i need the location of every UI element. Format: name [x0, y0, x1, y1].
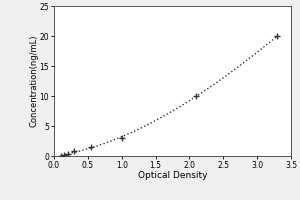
Y-axis label: Concentration(ng/mL): Concentration(ng/mL)	[29, 35, 38, 127]
X-axis label: Optical Density: Optical Density	[138, 171, 207, 180]
